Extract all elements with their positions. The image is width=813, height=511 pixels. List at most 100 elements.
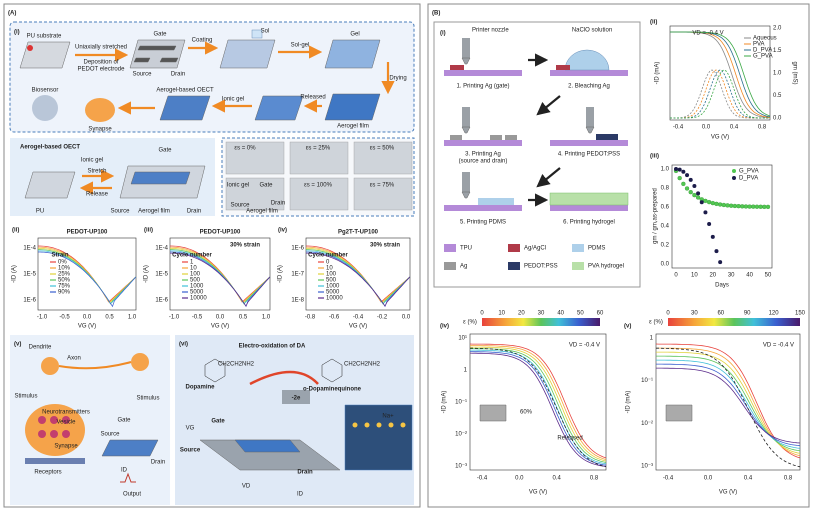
x-tick-label: -0.4 bbox=[353, 315, 364, 321]
legend-entry: 5000 bbox=[326, 290, 340, 296]
g-pva-point bbox=[736, 204, 741, 209]
transfer-curve bbox=[170, 251, 271, 308]
colorbar-tick-label: 30 bbox=[691, 311, 698, 317]
x-tick-label: -0.4 bbox=[477, 476, 488, 482]
colorbar-tick-label: 0 bbox=[666, 311, 670, 317]
x-axis-label: VG (V) bbox=[529, 490, 547, 496]
g-pva-point bbox=[688, 190, 693, 195]
x-tick-label: 30 bbox=[728, 273, 735, 279]
label: εs = 0% bbox=[234, 146, 256, 152]
label: Aerogel film bbox=[246, 209, 278, 215]
transconductance-curve bbox=[670, 69, 770, 119]
photo bbox=[225, 177, 285, 211]
transfer-curve bbox=[38, 250, 137, 305]
y-tick-label: 1.0 bbox=[661, 167, 670, 173]
x-tick-label: 0.5 bbox=[105, 315, 114, 321]
y-tick-label: 1E-6 bbox=[291, 246, 304, 252]
legend-entry: 100 bbox=[326, 272, 337, 278]
transfer-curve bbox=[470, 347, 607, 468]
subpanel-label: (ii) bbox=[650, 20, 657, 26]
g-pva-point bbox=[725, 203, 730, 208]
substrate-tile bbox=[159, 95, 211, 121]
step-label: 1. Printing Ag (gate) bbox=[456, 84, 509, 90]
colorbar bbox=[482, 318, 600, 326]
transfer-curve bbox=[470, 349, 607, 465]
legend-entry: TPU bbox=[460, 246, 472, 252]
label: o-Dopaminequinone bbox=[303, 387, 362, 393]
inset bbox=[344, 404, 413, 471]
label: Sol-gel bbox=[291, 43, 310, 49]
nozzle bbox=[586, 107, 594, 127]
plot-frame bbox=[305, 237, 411, 311]
g-pva-point bbox=[684, 186, 690, 191]
label: Biosensor bbox=[32, 88, 59, 94]
x-tick-label: -0.8 bbox=[305, 315, 316, 321]
biosensor-icon bbox=[32, 95, 58, 121]
label: Gate bbox=[211, 419, 225, 425]
legend-swatch bbox=[732, 176, 736, 180]
d-pva-point bbox=[674, 167, 678, 171]
substrate-tile bbox=[19, 41, 71, 69]
ion bbox=[400, 422, 406, 428]
x-tick-label: 0.8 bbox=[758, 125, 767, 131]
x-tick-label: -0.2 bbox=[377, 315, 388, 321]
transfer-curve bbox=[656, 355, 801, 452]
x-tick-label: -1.0 bbox=[37, 315, 48, 321]
nozzle-tip bbox=[461, 57, 471, 65]
annotation: VD = -0.4 V bbox=[763, 343, 794, 349]
label: Dopamine bbox=[185, 385, 215, 391]
plot-title: PEDOT-UP100 bbox=[200, 230, 241, 236]
y-tick-label: 0.4 bbox=[661, 224, 670, 230]
label: Printer nozzle bbox=[472, 28, 509, 34]
x-tick-label: 0.0 bbox=[216, 315, 225, 321]
synapse-icon bbox=[85, 98, 115, 122]
x-tick-label: 50 bbox=[765, 273, 772, 279]
photo bbox=[225, 141, 285, 175]
substrate-tile bbox=[324, 93, 381, 121]
legend-entry: Aqueous bbox=[753, 36, 777, 42]
shape bbox=[137, 45, 177, 51]
tpu-substrate bbox=[550, 205, 628, 211]
x-tick-label: 0.0 bbox=[515, 476, 524, 482]
substrate-tile bbox=[324, 39, 381, 69]
strain-icon bbox=[479, 404, 507, 422]
label: Uniaxially stretched bbox=[75, 45, 127, 51]
x-axis-label: VG (V) bbox=[349, 324, 367, 330]
label: Na+ bbox=[382, 414, 394, 420]
x-axis-label: Days bbox=[715, 283, 729, 289]
plot-frame bbox=[669, 25, 771, 121]
x-tick-label: 0.4 bbox=[552, 476, 561, 482]
label: Neurotransmitters bbox=[42, 410, 90, 416]
photo bbox=[353, 177, 413, 211]
shape bbox=[159, 57, 179, 63]
label: Vesicle bbox=[56, 420, 76, 426]
nozzle bbox=[462, 172, 470, 192]
colorbar-tick-label: 40 bbox=[557, 311, 564, 317]
y-axis-label: gm / gm,as-prepared bbox=[653, 188, 659, 244]
transfer-curve bbox=[306, 251, 411, 308]
legend-entry: Ag bbox=[460, 264, 467, 270]
label: CH2CH2NH2 bbox=[218, 362, 255, 368]
transfer-curve bbox=[170, 248, 271, 303]
plot-frame bbox=[37, 237, 137, 311]
label: VG bbox=[186, 426, 195, 432]
y-tick-label: 0.5 bbox=[773, 93, 782, 99]
nozzle bbox=[462, 107, 470, 127]
ion bbox=[388, 422, 394, 428]
label: Gate bbox=[117, 418, 131, 424]
transfer-curve bbox=[656, 363, 801, 447]
x-tick-label: 1.0 bbox=[262, 315, 271, 321]
x-tick-label: 0 bbox=[674, 273, 678, 279]
colorbar-tick-label: 150 bbox=[795, 311, 806, 317]
subpanel-label: (iv) bbox=[278, 228, 287, 234]
colorbar-tick-label: 20 bbox=[518, 311, 525, 317]
arrow bbox=[536, 167, 561, 188]
shape bbox=[130, 171, 191, 185]
y-axis-label: -ID (mA) bbox=[655, 62, 661, 85]
label: Gel bbox=[350, 32, 359, 38]
ag bbox=[490, 135, 502, 140]
nozzle-tip bbox=[585, 126, 595, 134]
panel-title: Electro-oxidation of DA bbox=[239, 344, 306, 350]
g-pva-point bbox=[762, 204, 767, 209]
y-tick-label: 1E-4 bbox=[23, 246, 36, 252]
